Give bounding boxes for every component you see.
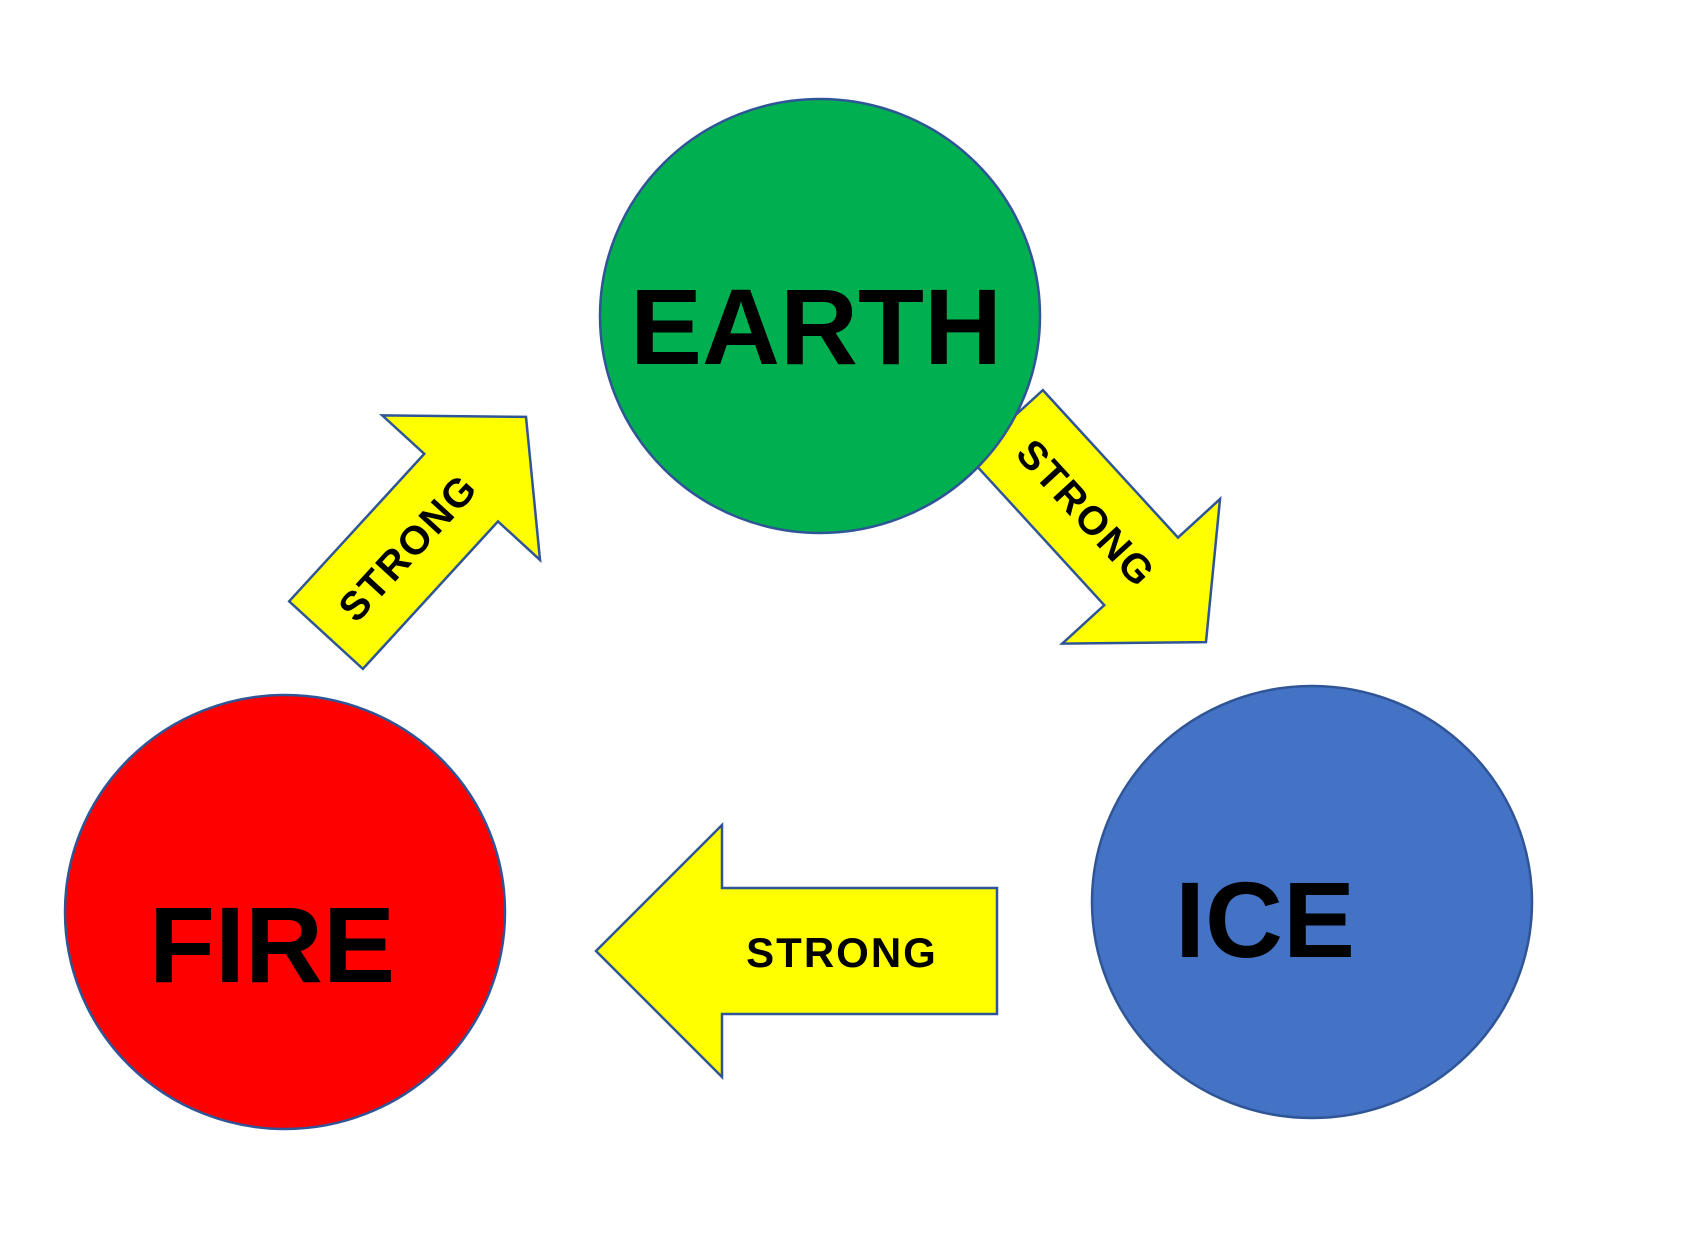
arrow-ice-to-fire-label: STRONG	[746, 929, 938, 976]
arrow-fire-to-earth-shape	[287, 414, 542, 671]
ice-circle	[1090, 684, 1534, 1120]
arrow-earth-to-ice-shape	[967, 388, 1222, 645]
arrow-fire-to-earth: STRONG	[287, 414, 542, 671]
arrow-ice-to-fire: STRONG	[594, 821, 999, 1081]
ice-label: ICE	[1175, 859, 1355, 980]
earth-label: EARTH	[630, 266, 1002, 387]
node-ice: ICE	[1090, 684, 1534, 1120]
node-earth: EARTH	[598, 97, 1042, 535]
arrow-ice-to-fire-shape	[594, 821, 999, 1081]
node-fire: FIRE	[63, 693, 507, 1131]
fire-circle	[63, 693, 507, 1131]
earth-circle	[598, 97, 1042, 535]
fire-label: FIRE	[149, 884, 395, 1005]
